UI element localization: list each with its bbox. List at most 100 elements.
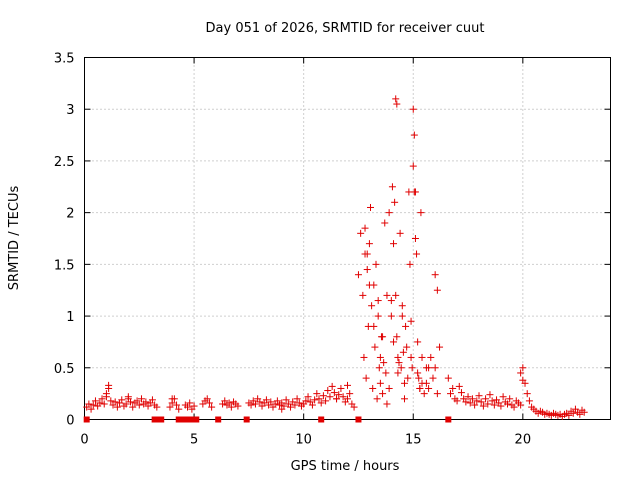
y-tick-label: 1.5 [54, 258, 75, 273]
data-point [519, 364, 527, 372]
gap-marker [175, 416, 182, 423]
data-point [142, 398, 150, 406]
data-point [407, 317, 415, 325]
data-point [525, 397, 533, 405]
data-point [291, 401, 299, 409]
x-tick-label: 10 [295, 433, 312, 448]
data-point [350, 403, 358, 411]
data-point [406, 260, 414, 268]
data-point [113, 403, 121, 411]
data-point [475, 392, 483, 400]
data-point [302, 397, 310, 405]
data-point [278, 405, 286, 413]
y-tick-label: 0 [66, 414, 74, 429]
axis-tick-labels: 0 0.5 1 1.5 2 2.5 3 3.5 0 5 10 15 20 [54, 52, 531, 448]
gap-marker [243, 416, 250, 423]
data-point [293, 395, 301, 403]
data-point [394, 369, 402, 377]
data-point [383, 400, 391, 408]
data-point [374, 312, 382, 320]
data-point [344, 395, 351, 403]
data-point [490, 401, 498, 409]
data-point [225, 399, 233, 407]
data-point [497, 402, 505, 410]
data-point [330, 389, 338, 397]
data-point [98, 395, 106, 403]
data-point [227, 403, 235, 411]
data-point [416, 384, 424, 392]
data-point [468, 395, 476, 403]
data-point [431, 271, 439, 279]
data-point [503, 400, 511, 408]
data-point [133, 397, 141, 405]
data-point [400, 395, 408, 403]
data-point [418, 353, 426, 361]
data-point [396, 229, 404, 237]
data-point [390, 240, 398, 248]
data-point [482, 395, 490, 403]
data-point [221, 397, 229, 405]
data-point [433, 286, 441, 294]
data-point [124, 393, 132, 401]
data-point [387, 297, 395, 305]
data-point [455, 382, 463, 390]
data-point [499, 393, 507, 401]
x-tick-label: 0 [80, 433, 88, 448]
y-tick-label: 3 [66, 103, 74, 118]
data-point [381, 219, 389, 227]
data-point [337, 384, 345, 392]
x-axis-label: GPS time / hours [291, 459, 400, 474]
data-point [313, 390, 321, 398]
data-point [96, 399, 104, 407]
data-point [324, 387, 332, 395]
data-point [85, 400, 93, 408]
data-point [409, 162, 417, 170]
data-point [433, 390, 441, 398]
data-point [417, 209, 425, 217]
data-point [388, 183, 396, 191]
data-point [519, 376, 527, 384]
data-point [208, 403, 216, 411]
data-point [363, 266, 371, 274]
data-point [576, 410, 584, 418]
data-point [328, 382, 336, 390]
data-point [105, 381, 113, 389]
data-point [427, 353, 435, 361]
gap-marker [180, 416, 187, 423]
data-point [135, 401, 143, 409]
data-point [409, 105, 417, 113]
data-point [580, 408, 588, 416]
data-point [304, 393, 312, 401]
data-point [256, 398, 264, 406]
data-point [87, 405, 95, 413]
data-point [444, 374, 452, 382]
data-point [175, 405, 183, 413]
data-point [368, 302, 376, 310]
data-point [393, 100, 401, 108]
gap-marker [215, 416, 222, 423]
data-point [111, 398, 119, 406]
data-point [359, 291, 367, 299]
data-point [407, 353, 415, 361]
data-point [360, 353, 368, 361]
data-point [404, 374, 412, 382]
data-point [392, 291, 400, 299]
data-point [523, 390, 531, 398]
data-point [413, 250, 421, 258]
data-point [186, 399, 194, 407]
data-point [436, 343, 444, 351]
data-point [311, 396, 319, 404]
data-point [383, 291, 391, 299]
data-point [361, 250, 369, 258]
data-point [414, 338, 422, 346]
data-point [462, 398, 470, 406]
data-point [247, 401, 255, 409]
data-point [453, 397, 461, 405]
data-point [118, 396, 126, 404]
data-point [477, 398, 485, 406]
data-point [473, 397, 481, 405]
y-tick-label: 0.5 [54, 362, 75, 377]
data-point [190, 402, 198, 410]
data-point [411, 235, 419, 242]
data-point [385, 384, 393, 392]
